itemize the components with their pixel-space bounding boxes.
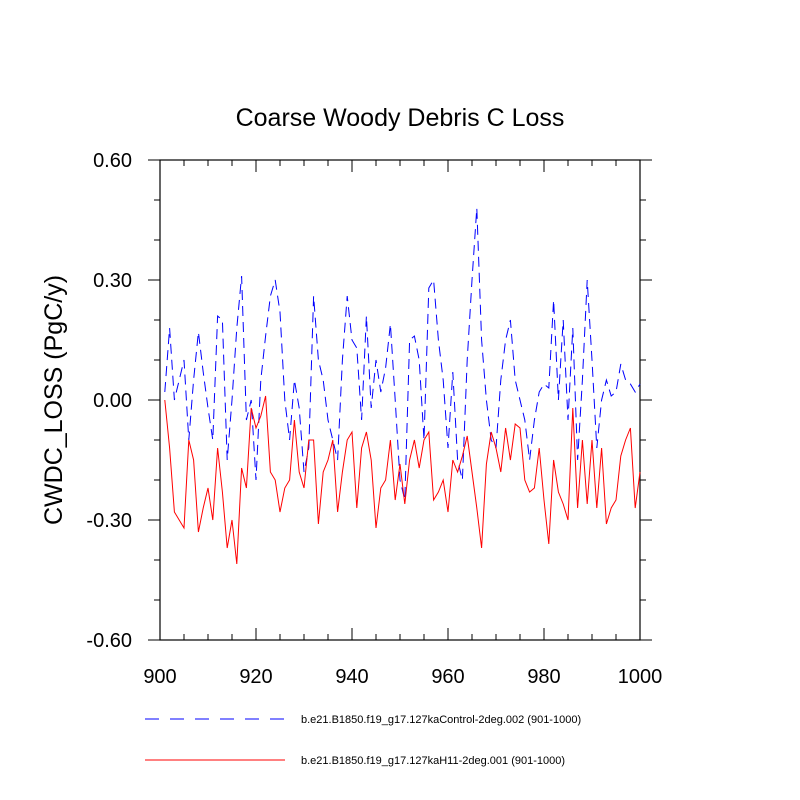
series-line-1 [164,207,641,501]
x-tick-labels: 900 920 940 960 980 1000 [143,666,662,688]
y-tick-label: 0.30 [93,270,132,292]
legend-label: b.e21.B1850.f19_g17.127kaControl-2deg.00… [301,714,581,726]
x-tick-label: 900 [143,666,176,688]
x-tick-label: 920 [239,666,272,688]
y-tick-label: -0.30 [86,510,132,532]
y-tick-labels: -0.60 -0.30 0.00 0.30 0.60 [86,150,132,652]
axis-ticks [148,159,652,641]
y-tick-label: -0.60 [86,630,132,652]
series-line-2 [164,395,641,565]
x-tick-label: 980 [527,666,560,688]
x-tick-label: 940 [335,666,368,688]
y-axis-label: CWDC_LOSS (PgC/y) [40,275,68,525]
y-tick-label: 0.60 [93,150,132,172]
x-tick-label: 1000 [618,666,663,688]
chart-title: Coarse Woody Debris C Loss [236,104,565,132]
legend-label: b.e21.B1850.f19_g17.127kaH11-2deg.001 (9… [301,755,565,767]
legend: b.e21.B1850.f19_g17.127kaControl-2deg.00… [145,714,581,767]
x-tick-label: 960 [431,666,464,688]
series-layer [164,207,641,565]
y-tick-label: 0.00 [93,390,132,412]
